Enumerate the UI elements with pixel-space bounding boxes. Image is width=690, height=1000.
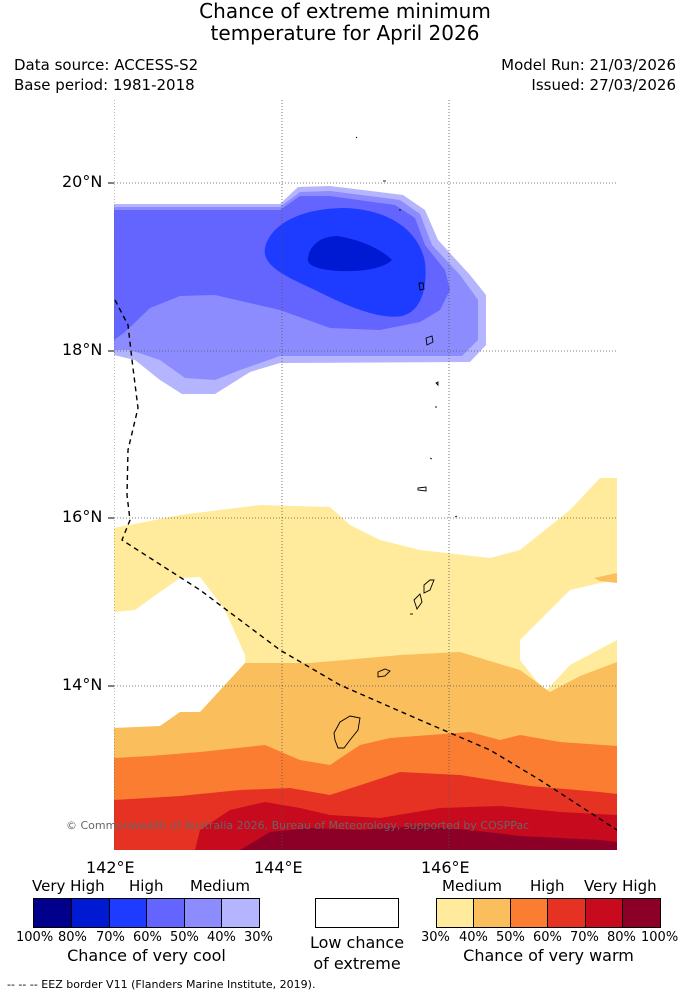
warm-30-patch	[594, 573, 617, 583]
cool-caption: Chance of very cool	[67, 946, 226, 965]
warm-pct-30: 30%	[421, 930, 450, 945]
cool-swatch-80-100	[34, 899, 72, 927]
cool-colorbar	[33, 898, 260, 928]
issued-date: Issued: 27/03/2026	[531, 76, 676, 94]
cool-swatch-50-60	[147, 899, 185, 927]
data-source: Data source: ACCESS-S2	[14, 56, 199, 74]
cool-swatch-40-50	[185, 899, 222, 927]
warm-pct-40: 40%	[459, 930, 488, 945]
warm-swatch-40-50	[474, 899, 511, 927]
warm-level-very-high: Very High	[584, 877, 657, 895]
warm-pct-50: 50%	[496, 930, 525, 945]
white-gap-right	[520, 580, 617, 692]
model-run: Model Run: 21/03/2026	[501, 56, 676, 74]
cool-swatch-70-80	[72, 899, 110, 927]
lon-label-144e: 144°E	[254, 858, 303, 877]
copyright-notice: © Commonwealth of Australia 2026, Bureau…	[66, 819, 530, 832]
lat-ticks	[108, 182, 114, 687]
map-title-line-2: temperature for April 2026	[210, 21, 480, 45]
islands	[333, 136, 458, 749]
warm-pct-60: 60%	[533, 930, 562, 945]
cool-level-very-high: Very High	[32, 877, 105, 895]
warm-caption: Chance of very warm	[463, 946, 634, 965]
warm-swatch-30-40	[437, 899, 474, 927]
cool-pct-100: 100%	[16, 930, 54, 945]
cool-pct-40: 40%	[207, 930, 236, 945]
eez-footnote: -- -- -- EEZ border V11 (Flanders Marine…	[7, 978, 316, 991]
neutral-swatch	[315, 898, 399, 928]
cool-level-high: High	[129, 877, 164, 895]
warm-level-medium: Medium	[442, 877, 502, 895]
cool-swatch-60-70	[110, 899, 147, 927]
cool-70-region	[307, 236, 392, 272]
base-period: Base period: 1981-2018	[14, 76, 195, 94]
lat-label-14n: 14°N	[62, 675, 103, 694]
lon-label-142e: 142°E	[86, 858, 135, 877]
lat-label-20n: 20°N	[62, 172, 103, 191]
cool-level-medium: Medium	[190, 877, 250, 895]
warm-80-region	[240, 826, 617, 850]
lon-label-146e: 146°E	[421, 858, 470, 877]
cool-pct-60: 60%	[133, 930, 162, 945]
lat-label-18n: 18°N	[62, 340, 103, 359]
cool-pct-30: 30%	[244, 930, 273, 945]
warm-pct-70: 70%	[570, 930, 599, 945]
warm-pct-100: 100%	[641, 930, 679, 945]
map-title-line-1: Chance of extreme minimum	[199, 0, 491, 23]
neutral-caption-line-1: Low chance	[309, 933, 405, 952]
warm-swatch-50-60	[511, 899, 548, 927]
warm-swatch-70-80	[586, 899, 623, 927]
warm-swatch-80-100	[623, 899, 660, 927]
cool-pct-50: 50%	[170, 930, 199, 945]
warm-level-high: High	[530, 877, 565, 895]
neutral-caption-line-2: of extreme	[313, 954, 401, 973]
cool-pct-80: 80%	[58, 930, 87, 945]
cool-pct-70: 70%	[96, 930, 125, 945]
lat-label-16n: 16°N	[62, 507, 103, 526]
warm-pct-80: 80%	[607, 930, 636, 945]
cool-swatch-30-40	[222, 899, 259, 927]
warm-swatch-60-70	[548, 899, 586, 927]
graticule	[114, 100, 617, 850]
warm-colorbar	[436, 898, 661, 928]
